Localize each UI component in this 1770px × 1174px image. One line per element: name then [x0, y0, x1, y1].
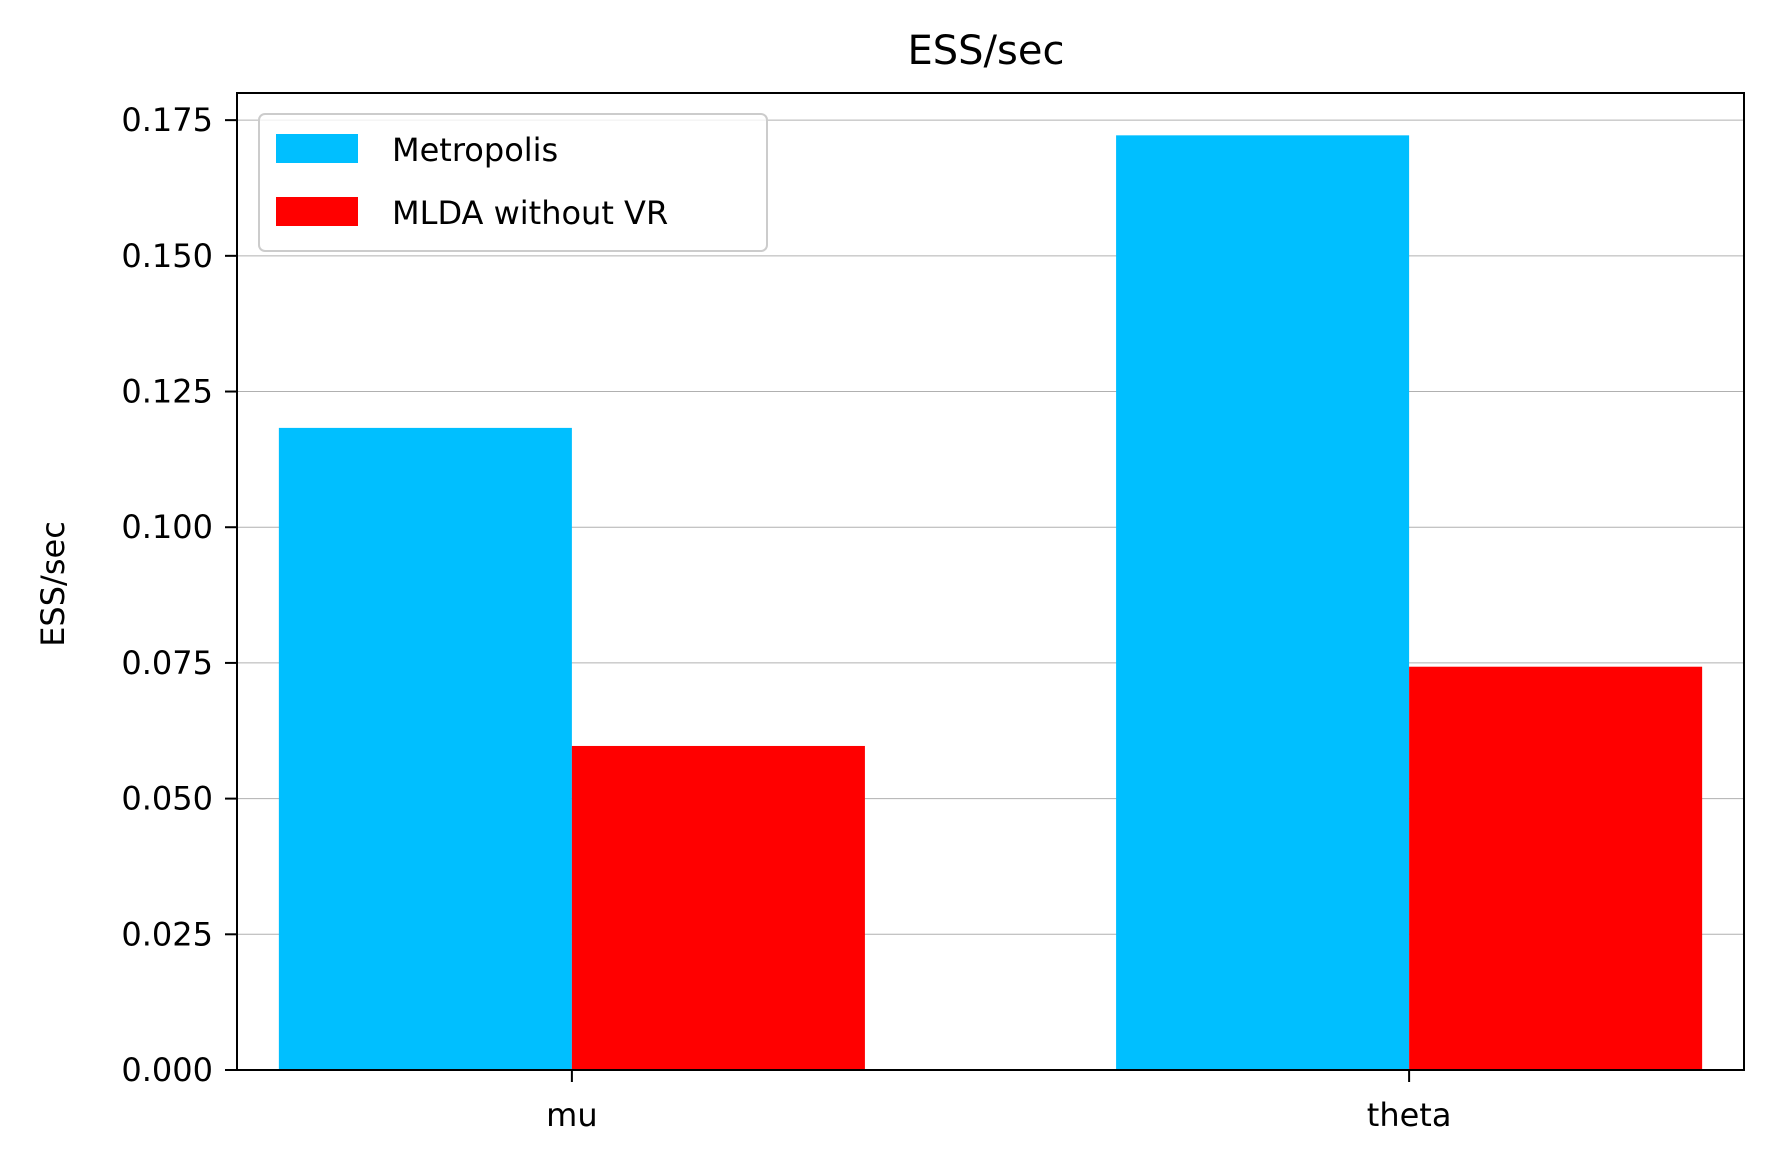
- y-tick-label: 0.075: [121, 644, 213, 682]
- y-tick-label: 0.125: [121, 373, 213, 411]
- legend-label-mlda-without-vr: MLDA without VR: [392, 194, 668, 232]
- y-tick-label: 0.175: [121, 101, 213, 139]
- bar-metropolis-mu: [278, 427, 572, 1070]
- bar-mlda-without-vr-mu: [571, 745, 865, 1070]
- bars: [278, 135, 1703, 1070]
- x-tick-label-mu: mu: [546, 1096, 597, 1134]
- plot-frame: [236, 92, 1745, 1071]
- y-tick-label: 0.100: [121, 508, 213, 546]
- y-tick-label: 0.025: [121, 915, 213, 953]
- y-axis-label: ESS/sec: [34, 521, 72, 647]
- x-axis: mu theta: [546, 1070, 1451, 1134]
- y-tick-label: 0.150: [121, 237, 213, 275]
- y-axis: 0.000 0.025 0.050 0.075 0.100 0.125 0.150 0.175: [121, 101, 237, 1089]
- y-tick-label: 0.050: [121, 780, 213, 818]
- x-tick-label-theta: theta: [1367, 1096, 1452, 1134]
- chart-title: ESS/sec: [908, 28, 1065, 74]
- bar-metropolis-theta: [1116, 135, 1410, 1070]
- legend-box: [258, 113, 768, 252]
- legend-swatch-metropolis: [276, 134, 358, 163]
- legend-swatch-mlda-without-vr: [276, 197, 358, 226]
- legend-label-metropolis: Metropolis: [392, 131, 558, 169]
- bar-mlda-without-vr-theta: [1409, 666, 1703, 1070]
- y-tick-label: 0.000: [121, 1051, 213, 1089]
- legend: Metropolis MLDA without VR: [258, 113, 768, 252]
